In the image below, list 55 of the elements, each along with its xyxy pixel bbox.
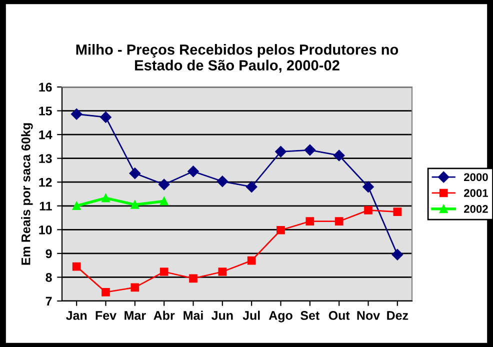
point <box>304 144 316 156</box>
y-tick-label: 9 <box>46 249 52 258</box>
chart-title: Milho - Preços Recebidos pelos Produtores no Estado de São Paulo, 2000-02 <box>76 44 398 73</box>
point <box>72 202 81 210</box>
legend-label: 2000 <box>464 173 488 182</box>
legend-label: 2001 <box>464 189 488 197</box>
point <box>70 108 82 120</box>
x-tick-label: Ago <box>268 311 292 322</box>
point <box>158 178 170 190</box>
y-tick-label: 11 <box>40 202 52 210</box>
point <box>334 217 344 226</box>
x-tick-label: Set <box>300 311 320 320</box>
point <box>102 288 110 296</box>
point <box>160 196 168 206</box>
x-tick-label: Mai <box>184 310 203 320</box>
point <box>306 217 314 226</box>
y-tick-label: 10 <box>39 225 52 234</box>
point <box>130 283 140 292</box>
y-tick-label: 15 <box>39 106 52 116</box>
y-tick-label: 16 <box>39 82 52 92</box>
x-tick-label: Jan <box>66 311 87 320</box>
point <box>275 146 286 158</box>
y-tick-label: 13 <box>39 154 52 164</box>
point <box>216 176 228 188</box>
point <box>276 226 285 234</box>
x-tick-label: Nov <box>357 311 380 320</box>
point <box>247 256 256 265</box>
x-tick-label: Jul <box>242 310 260 320</box>
point <box>189 274 198 283</box>
point <box>393 208 402 216</box>
x-tick-label: Jun <box>211 311 233 320</box>
point <box>100 112 112 123</box>
point <box>246 181 258 192</box>
y-tick-label: 8 <box>46 273 52 282</box>
point <box>218 268 227 276</box>
point <box>102 194 110 202</box>
x-tick-label: Fev <box>96 311 116 320</box>
point <box>130 200 140 209</box>
x-tick-label: Out <box>328 311 350 320</box>
y-tick-label: 7 <box>46 296 52 306</box>
point <box>392 249 404 260</box>
x-tick-label: Dez <box>387 311 408 320</box>
legend-label: 2002 <box>464 205 488 213</box>
x-tick-label: Mar <box>124 311 146 320</box>
y-tick-label: 12 <box>39 178 52 187</box>
point <box>364 206 372 214</box>
y-tick-label: 14 <box>39 130 52 140</box>
point <box>72 262 81 271</box>
point <box>188 166 199 178</box>
point <box>333 150 345 162</box>
point <box>129 168 141 179</box>
y-axis-title: Em Reais por saca 60kg <box>21 123 33 265</box>
x-tick-label: Abr <box>154 310 175 320</box>
point <box>362 181 374 192</box>
point <box>160 268 168 276</box>
